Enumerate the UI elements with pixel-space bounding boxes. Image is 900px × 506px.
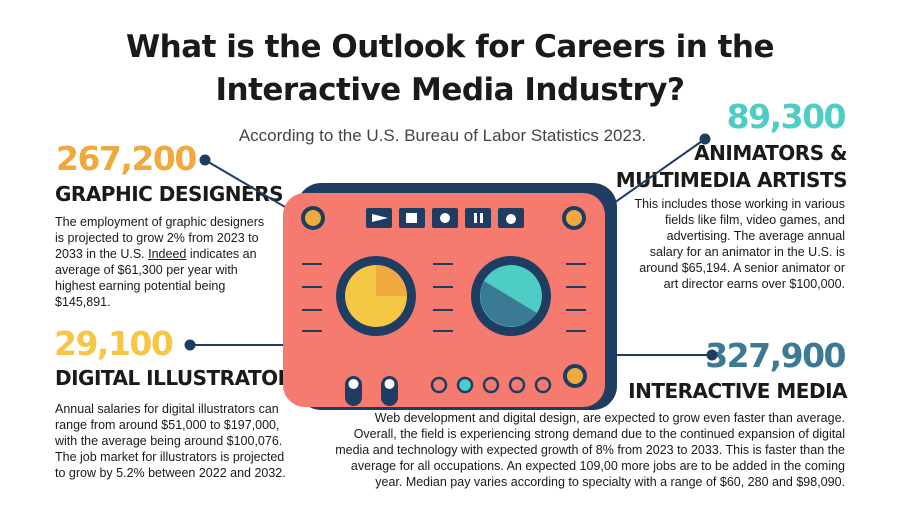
pause-icon [474,213,477,223]
animators-number: 89,300 [726,97,847,136]
interactive-media-text: Web development and digital design, are … [335,411,845,489]
title-line-1: What is the Outlook for Careers in the [125,29,775,65]
left-ticks [302,263,322,332]
center-ticks [433,263,453,332]
graphic-designers-number: 267,200 [56,139,197,178]
page-title: What is the Outlook for Careers in the I… [0,26,900,112]
illustrators-heading: DIGITAL ILLUSTRATORS [55,366,307,390]
interactive-media-number: 327,900 [705,336,846,375]
play-icon [372,214,388,222]
illustrators-text: Annual salaries for digital illustrators… [55,402,286,480]
indicator-buttons [430,376,552,394]
teal-dial [471,256,551,336]
pie-dial [336,256,416,336]
animators-heading: ANIMATORS & MULTIMEDIA ARTISTS [615,141,848,192]
animators-text: This includes those working in various f… [634,197,845,291]
toggle-switches [345,376,398,406]
interactive-media-heading: INTERACTIVE MEDIA [628,379,847,403]
eject-icon [506,214,516,224]
corner-knobs [301,206,587,388]
indeed-link[interactable]: Indeed [148,247,187,261]
subtitle: According to the U.S. Bureau of Labor St… [238,126,647,145]
stop-icon [406,213,417,223]
graphic-designers-text: The employment of graphic designers is p… [55,215,265,309]
record-icon [440,213,450,223]
illustrators-number: 29,100 [54,324,174,363]
right-ticks [566,263,586,332]
graphic-designers-heading: GRAPHIC DESIGNERS [55,182,284,206]
transport-buttons [366,208,524,228]
title-line-2: Interactive Media Industry? [215,72,685,108]
console-body [283,193,605,407]
